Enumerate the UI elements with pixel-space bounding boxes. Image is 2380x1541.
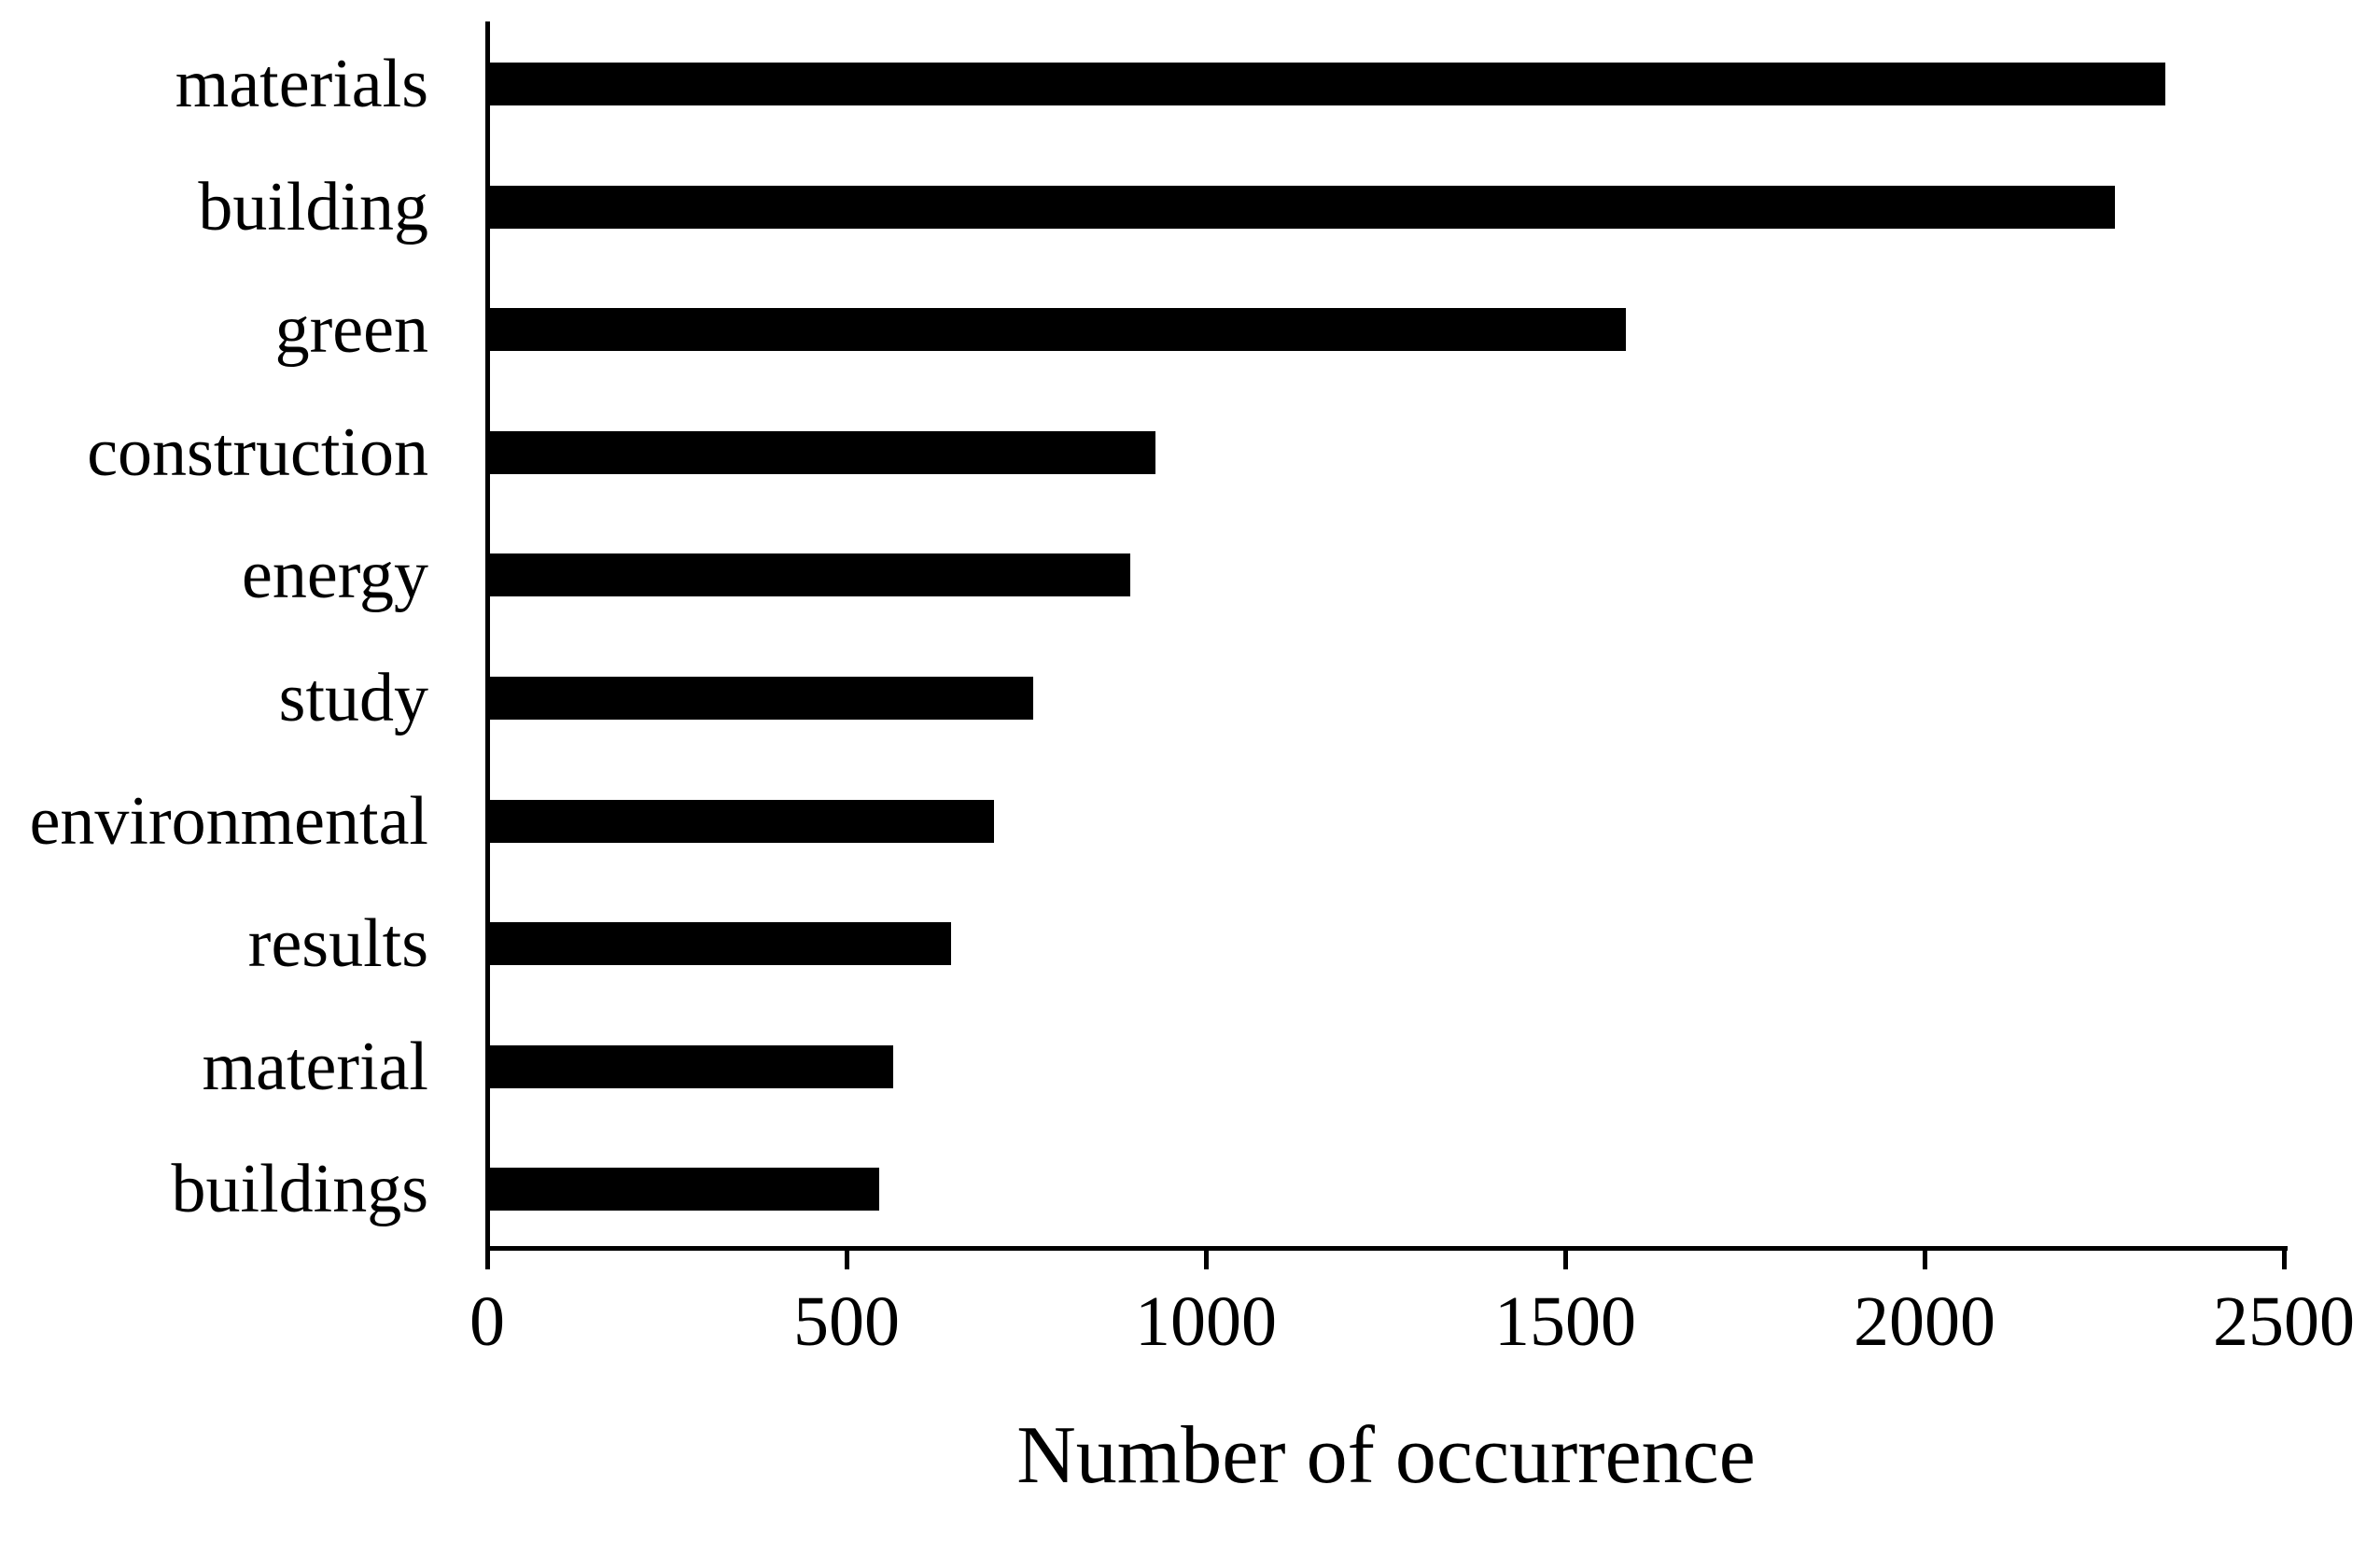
- category-label-results: results: [247, 905, 428, 983]
- x-tick-1500: [1562, 1248, 1568, 1269]
- bar-study: [487, 677, 1034, 720]
- category-label-materials: materials: [175, 46, 428, 122]
- x-tick-label-2000: 2000: [1854, 1282, 1995, 1361]
- x-tick-label-1500: 1500: [1494, 1282, 1636, 1361]
- x-tick-1000: [1203, 1248, 1209, 1269]
- bar-materials: [487, 63, 2165, 105]
- x-tick-label-0: 0: [469, 1282, 505, 1361]
- category-label-material: material: [202, 1028, 428, 1105]
- category-label-building: building: [198, 168, 428, 245]
- category-label-energy: energy: [242, 537, 428, 614]
- bar-results: [487, 922, 951, 966]
- x-tick-label-1000: 1000: [1135, 1282, 1277, 1361]
- x-axis-line: [485, 1246, 2288, 1251]
- bar-energy: [487, 553, 1131, 597]
- x-tick-label-2500: 2500: [2213, 1282, 2355, 1361]
- category-label-green: green: [274, 291, 428, 369]
- bar-material: [487, 1044, 894, 1088]
- x-tick-2500: [2281, 1248, 2287, 1269]
- bar-green: [487, 308, 1627, 352]
- bar-construction: [487, 430, 1156, 474]
- x-tick-0: [484, 1248, 490, 1269]
- y-axis-line: [485, 21, 490, 1253]
- x-axis-title: Number of occurrence: [1016, 1410, 1756, 1501]
- bar-environmental: [487, 799, 994, 843]
- x-tick-label-500: 500: [793, 1282, 900, 1361]
- bar-buildings: [487, 1168, 879, 1212]
- bar-building: [487, 185, 2116, 229]
- category-label-study: study: [278, 660, 428, 736]
- category-label-environmental: environmental: [29, 782, 428, 860]
- category-label-buildings: buildings: [171, 1151, 428, 1228]
- x-tick-500: [844, 1248, 849, 1269]
- x-tick-2000: [1922, 1248, 1927, 1269]
- category-label-construction: construction: [87, 413, 428, 491]
